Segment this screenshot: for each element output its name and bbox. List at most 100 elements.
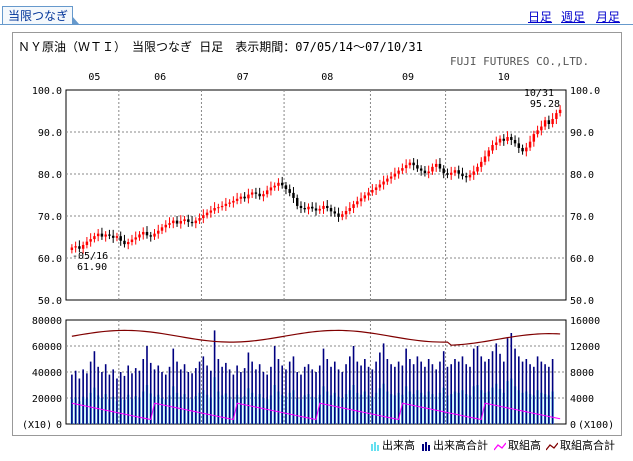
- candle-body: [359, 198, 363, 202]
- candle-body: [427, 171, 430, 174]
- volume-tick-right: 16000: [570, 316, 600, 327]
- candle-body: [446, 173, 449, 175]
- volume-total-bar: [352, 346, 355, 424]
- month-label: 08: [321, 72, 333, 83]
- candle-body: [254, 192, 258, 194]
- volume-total-bar: [548, 366, 550, 424]
- candle-body: [536, 130, 539, 135]
- volume-total-bar: [202, 356, 205, 424]
- volume-total-bar: [379, 352, 381, 424]
- candle-body: [284, 185, 288, 190]
- volume-total-bar: [251, 361, 253, 424]
- candle-body: [449, 172, 453, 175]
- volume-total-bar: [506, 338, 509, 424]
- volume-total-bar: [179, 369, 182, 424]
- candle-body: [371, 189, 374, 193]
- volume-total-bar: [341, 372, 344, 424]
- month-label: 10: [498, 72, 510, 83]
- volume-total-bar: [206, 365, 208, 424]
- candle-body: [269, 187, 273, 191]
- legend-open-interest-icon: [494, 442, 506, 450]
- volume-total-bar: [300, 374, 302, 424]
- candle-body: [337, 213, 340, 217]
- volume-total-bar: [476, 346, 479, 424]
- tab-contract-continuation[interactable]: 当限つなぎ: [2, 6, 73, 24]
- candle-body: [296, 197, 299, 206]
- candle-body: [239, 196, 243, 199]
- candle-body: [555, 113, 558, 119]
- annotation-start-date: -05/16: [72, 251, 108, 262]
- volume-total-bar: [349, 356, 351, 424]
- candle-body: [434, 163, 438, 167]
- candle-body: [333, 211, 336, 214]
- volume-total-bar: [247, 352, 250, 424]
- volume-total-bar: [397, 361, 400, 424]
- volume-total-bar: [360, 365, 362, 424]
- volume-total-bar: [544, 364, 546, 424]
- nav-daily-link[interactable]: 日足: [528, 10, 553, 24]
- candle-body: [483, 156, 487, 162]
- candle-body: [85, 241, 89, 245]
- volume-total-bar: [89, 361, 92, 424]
- volume-total-bar: [431, 364, 434, 424]
- volume-total-bar: [416, 356, 419, 424]
- candle-body: [303, 208, 306, 210]
- volume-total-bar: [330, 366, 332, 424]
- volume-total-bar: [315, 372, 317, 424]
- volume-total-bar: [394, 366, 396, 424]
- volume-total-bar: [318, 365, 321, 424]
- candle-body: [111, 235, 115, 238]
- nav-monthly-link[interactable]: 月足: [596, 10, 621, 24]
- candle-body: [468, 174, 472, 178]
- candle-body: [329, 208, 333, 212]
- candle-body: [311, 206, 314, 209]
- candle-body: [265, 190, 269, 195]
- volume-total-bar: [551, 359, 554, 424]
- candle-body: [130, 239, 134, 243]
- chart-title: ＮＹ原油（ＷＴＩ） 当限つなぎ 日足 表示期間：07/05/14〜07/10/3…: [18, 40, 423, 54]
- candle-body: [74, 246, 77, 248]
- volume-total-bar: [146, 346, 148, 424]
- volume-total-bar: [183, 364, 186, 424]
- volume-total-bar: [521, 361, 524, 424]
- candle-body: [179, 221, 183, 224]
- volume-total-bar: [529, 364, 531, 424]
- volume-total-bar: [221, 366, 223, 424]
- volume-tick-left: 40000: [32, 368, 62, 379]
- candle-body: [487, 150, 490, 157]
- candle-body: [510, 137, 513, 140]
- nav-weekly-link[interactable]: 週足: [561, 10, 586, 24]
- candle-body: [104, 234, 107, 237]
- volume-total-bar: [119, 372, 122, 424]
- candle-body: [78, 246, 81, 249]
- volume-total-bar: [386, 359, 389, 424]
- price-tick-right: 70.0: [570, 212, 594, 223]
- volume-total-bar: [228, 369, 231, 424]
- price-tick-left: 70.0: [38, 212, 62, 223]
- volume-total-bar: [439, 361, 441, 424]
- open-interest-line: [71, 402, 561, 421]
- candle-body: [480, 161, 483, 167]
- candle-body: [416, 165, 419, 169]
- candle-body: [217, 207, 220, 209]
- candle-body: [326, 205, 329, 209]
- month-label: 05: [88, 72, 100, 83]
- volume-total-bar: [210, 370, 212, 424]
- volume-tick-left: 20000: [32, 394, 62, 405]
- volume-total-bar: [217, 359, 220, 424]
- candle-body: [89, 239, 92, 242]
- volume-total-bar: [409, 359, 411, 424]
- legend-oi-total-label: 取組高合計: [560, 439, 615, 452]
- candle-body: [160, 227, 164, 231]
- candle-body: [224, 203, 228, 206]
- volume-total-bar: [484, 361, 486, 424]
- candle-body: [374, 187, 378, 190]
- volume-total-bar: [364, 359, 366, 424]
- volume-total-bar: [240, 372, 242, 424]
- volume-total-bar: [232, 374, 235, 424]
- candle-body: [453, 170, 457, 173]
- candle-body: [532, 134, 536, 142]
- volume-unit-right: (X100): [578, 420, 614, 431]
- volume-total-bar: [371, 369, 374, 424]
- volume-total-bar: [176, 361, 178, 424]
